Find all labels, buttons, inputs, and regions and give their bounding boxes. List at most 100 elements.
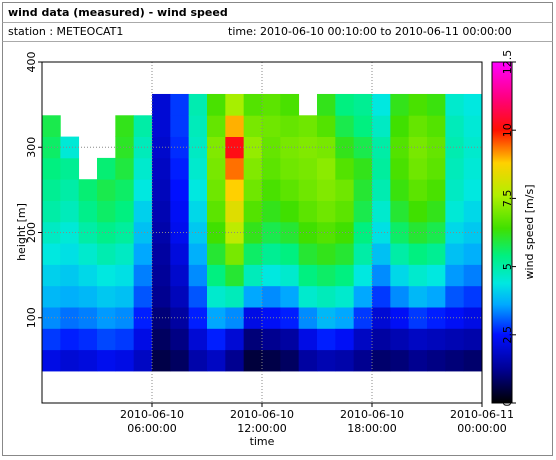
heatmap-cell bbox=[170, 264, 190, 287]
heatmap-cell bbox=[225, 115, 245, 137]
heatmap-cell bbox=[243, 221, 263, 244]
heatmap-cell bbox=[170, 115, 190, 137]
heatmap-cell bbox=[243, 157, 263, 180]
heatmap-cell bbox=[60, 157, 80, 180]
heatmap-cell bbox=[262, 115, 281, 137]
heatmap-cell bbox=[152, 221, 171, 244]
heatmap-cell bbox=[298, 221, 318, 244]
heatmap-cell bbox=[317, 136, 336, 159]
heatmap-cell bbox=[152, 285, 171, 308]
heatmap-cell bbox=[188, 243, 208, 265]
heatmap-cell bbox=[78, 285, 98, 308]
heatmap-cell bbox=[225, 179, 245, 201]
heatmap-cell bbox=[353, 200, 373, 223]
heatmap-cell bbox=[262, 93, 281, 116]
heatmap-cell bbox=[427, 115, 446, 137]
heatmap-cell bbox=[170, 307, 190, 329]
heatmap-cell bbox=[463, 243, 483, 265]
heatmap-cell bbox=[335, 157, 355, 180]
heatmap-cell bbox=[207, 157, 226, 180]
heatmap-cell bbox=[463, 200, 483, 223]
heatmap-cell bbox=[390, 328, 410, 351]
heatmap-cell bbox=[317, 349, 336, 372]
heatmap-cell bbox=[133, 264, 153, 287]
x-axis-label: time bbox=[250, 435, 275, 448]
heatmap-cell bbox=[427, 93, 446, 116]
heatmap-cell bbox=[115, 349, 135, 372]
heatmap-cell bbox=[298, 115, 318, 137]
heatmap-cell bbox=[78, 307, 98, 329]
heatmap-cell bbox=[60, 264, 80, 287]
heatmap-cell bbox=[262, 285, 281, 308]
heatmap-cell bbox=[372, 349, 391, 372]
heatmap-cell bbox=[335, 115, 355, 137]
heatmap-cell bbox=[353, 349, 373, 372]
heatmap-cell bbox=[280, 243, 300, 265]
heatmap-cell bbox=[188, 264, 208, 287]
heatmap-cell bbox=[243, 93, 263, 116]
heatmap-cell bbox=[463, 349, 483, 372]
heatmap-cell bbox=[243, 200, 263, 223]
heatmap-cell bbox=[317, 115, 336, 137]
heatmap-cell bbox=[262, 264, 281, 287]
heatmap-cell bbox=[408, 157, 428, 180]
heatmap-cell bbox=[152, 264, 171, 287]
heatmap-cell bbox=[207, 264, 226, 287]
heatmap-cell bbox=[97, 285, 116, 308]
heatmap-cell bbox=[207, 243, 226, 265]
x-tick-label: 2010-06-11 00:00:00 bbox=[450, 408, 514, 435]
x-tick-label: 2010-06-10 18:00:00 bbox=[340, 408, 404, 435]
heatmap-cell bbox=[372, 328, 391, 351]
heatmap-cell bbox=[78, 264, 98, 287]
heatmap-cell bbox=[42, 285, 61, 308]
heatmap-cell bbox=[152, 349, 171, 372]
heatmap-cell bbox=[353, 243, 373, 265]
heatmap-cell bbox=[133, 136, 153, 159]
heatmap-cell bbox=[97, 221, 116, 244]
heatmap-cell bbox=[42, 179, 61, 201]
heatmap-cell bbox=[60, 328, 80, 351]
heatmap-cell bbox=[390, 115, 410, 137]
heatmap-cell bbox=[78, 221, 98, 244]
heatmap-cell bbox=[445, 328, 465, 351]
heatmap-cell bbox=[262, 221, 281, 244]
heatmap-cell bbox=[152, 136, 171, 159]
heatmap-cell bbox=[170, 285, 190, 308]
x-tick-label: 2010-06-10 06:00:00 bbox=[120, 408, 184, 435]
heatmap-cell bbox=[298, 136, 318, 159]
heatmap-cell bbox=[243, 136, 263, 159]
heatmap-cell bbox=[78, 243, 98, 265]
heatmap-cell bbox=[335, 328, 355, 351]
heatmap-cell bbox=[335, 307, 355, 329]
heatmap-cell bbox=[280, 285, 300, 308]
heatmap-cell bbox=[408, 328, 428, 351]
heatmap-cell bbox=[372, 243, 391, 265]
heatmap-cell bbox=[115, 200, 135, 223]
heatmap-cell bbox=[353, 179, 373, 201]
heatmap-cell bbox=[463, 93, 483, 116]
heatmap-cell bbox=[97, 243, 116, 265]
heatmap-cell bbox=[427, 157, 446, 180]
heatmap-cell bbox=[207, 93, 226, 116]
heatmap-cell bbox=[463, 157, 483, 180]
heatmap-cell bbox=[445, 307, 465, 329]
heatmap-cell bbox=[243, 328, 263, 351]
heatmap-cell bbox=[280, 328, 300, 351]
y-axis-label: height [m] bbox=[15, 203, 28, 261]
heatmap-cell bbox=[445, 349, 465, 372]
heatmap-cell bbox=[335, 221, 355, 244]
heatmap-cell bbox=[463, 115, 483, 137]
heatmap-cell bbox=[133, 200, 153, 223]
colorbar-tick-label: 10 bbox=[501, 123, 514, 137]
period: time: 2010-06-10 00:10:00 to 2010-06-11 … bbox=[228, 25, 512, 38]
heatmap-cell bbox=[170, 349, 190, 372]
heatmap-cell bbox=[170, 157, 190, 180]
heatmap-cell bbox=[280, 93, 300, 116]
heatmap-cell bbox=[152, 115, 171, 137]
heatmap-cell bbox=[408, 264, 428, 287]
heatmap-cell bbox=[280, 115, 300, 137]
heatmap-cell bbox=[115, 136, 135, 159]
heatmap-cell bbox=[445, 179, 465, 201]
heatmap-cell bbox=[262, 243, 281, 265]
chart-title: wind data (measured) - wind speed bbox=[8, 6, 228, 19]
